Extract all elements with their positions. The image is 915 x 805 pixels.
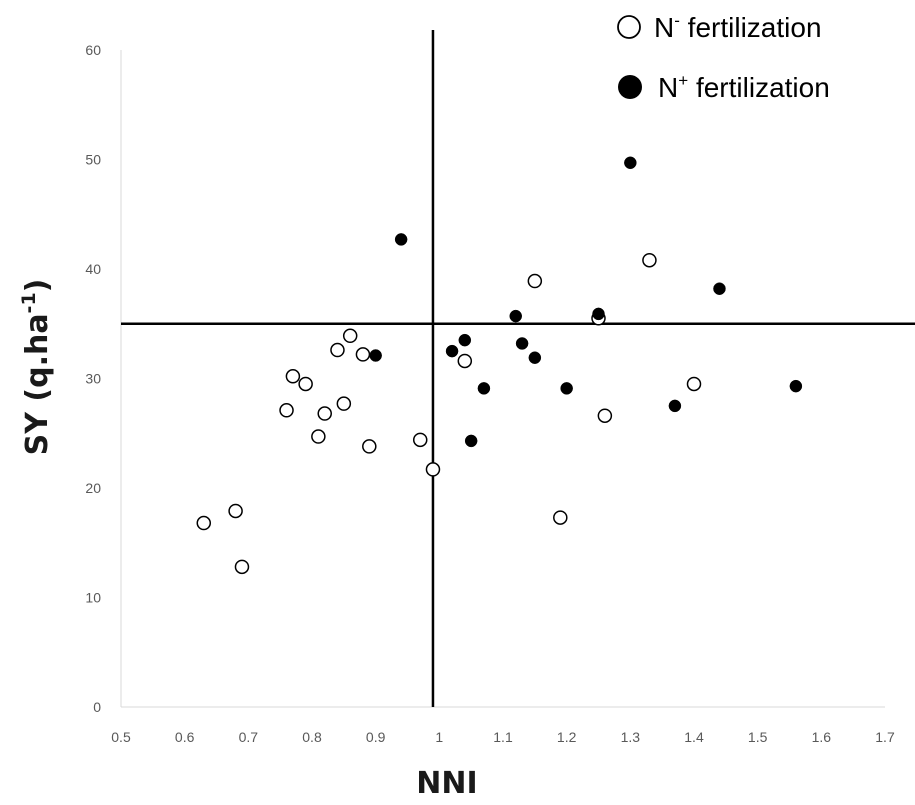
- legend: N- fertilization N+ fertilization: [617, 11, 830, 103]
- data-point-n-plus: [668, 399, 682, 413]
- x-tick-label: 0.8: [302, 729, 322, 745]
- x-tick-label: 1.6: [812, 729, 832, 745]
- data-point-n-minus: [355, 347, 371, 362]
- x-tick-label: 0.5: [111, 729, 131, 745]
- x-tick-label: 1.5: [748, 729, 768, 745]
- y-tick-label: 20: [85, 480, 101, 496]
- y-axis-title-superscript: -1: [18, 292, 40, 313]
- data-points: [196, 156, 803, 575]
- x-axis-title: NNI: [416, 766, 477, 801]
- data-point-n-minus: [553, 510, 568, 525]
- x-tick-label: 1.2: [557, 729, 577, 745]
- data-point-n-minus: [279, 403, 294, 418]
- legend-label-n-minus: N: [654, 12, 674, 43]
- x-tick-label: 1.3: [621, 729, 641, 745]
- x-tick-label: 1: [435, 729, 443, 745]
- x-tick-label: 0.6: [175, 729, 195, 745]
- data-point-n-minus: [234, 559, 250, 575]
- data-point-n-plus: [713, 282, 726, 295]
- legend-item-n-plus: N+ fertilization: [618, 71, 830, 103]
- data-point-n-minus: [412, 432, 428, 448]
- data-point-n-minus: [298, 376, 313, 392]
- data-point-n-minus: [311, 429, 326, 444]
- data-point-n-plus: [515, 337, 529, 350]
- y-tick-label: 40: [85, 261, 101, 277]
- data-point-n-plus: [624, 156, 637, 170]
- legend-marker-filled-circle: [618, 75, 642, 99]
- x-tick-label: 0.9: [366, 729, 386, 745]
- data-point-n-plus: [560, 382, 573, 395]
- reference-lines: [121, 30, 915, 707]
- x-tick-label: 0.7: [239, 729, 259, 745]
- legend-marker-open-circle: [617, 15, 641, 39]
- legend-label-n-plus-tail: fertilization: [688, 72, 830, 103]
- data-point-n-plus: [509, 309, 522, 323]
- data-point-n-minus: [362, 439, 377, 454]
- data-point-n-minus: [425, 462, 441, 477]
- data-point-n-plus: [477, 382, 491, 395]
- y-tick-label: 30: [85, 371, 101, 387]
- legend-item-n-minus: N- fertilization: [617, 11, 822, 43]
- data-point-n-minus: [336, 396, 352, 411]
- data-point-n-minus: [527, 273, 543, 289]
- data-point-n-minus: [330, 342, 345, 358]
- legend-label-n-minus-superscript: -: [674, 11, 680, 30]
- data-point-n-minus: [457, 353, 473, 369]
- data-point-n-plus: [394, 233, 408, 246]
- data-point-n-minus: [228, 503, 243, 519]
- data-point-n-plus: [369, 349, 382, 362]
- svg-text:N+ fertilization: N+ fertilization: [658, 71, 830, 103]
- data-point-n-minus: [196, 515, 212, 531]
- data-point-n-plus: [789, 379, 803, 393]
- y-tick-label: 60: [85, 42, 101, 58]
- data-point-n-minus: [597, 408, 613, 423]
- y-axis-title-tail: ): [20, 279, 55, 293]
- data-point-n-minus: [317, 406, 332, 421]
- legend-label-n-plus-superscript: +: [678, 71, 688, 90]
- y-tick-labels: 0 10 20 30 40 50 60: [85, 42, 101, 715]
- data-point-n-plus: [528, 351, 542, 364]
- y-axis-title-main: SY (q.ha: [20, 313, 55, 455]
- data-point-n-minus: [642, 252, 657, 268]
- data-point-n-minus: [285, 369, 301, 384]
- legend-label-n-minus-tail: fertilization: [680, 12, 822, 43]
- data-point-n-plus: [464, 434, 478, 448]
- y-tick-label: 0: [93, 699, 101, 715]
- data-point-n-minus: [342, 328, 358, 344]
- x-tick-label: 1.1: [493, 729, 513, 745]
- x-tick-label: 1.4: [684, 729, 704, 745]
- data-point-n-plus: [445, 344, 459, 358]
- x-tick-labels: 0.5 0.6 0.7 0.8 0.9 1 1.1 1.2 1.3 1.4 1.5 1.6 1.7: [111, 729, 895, 745]
- y-axis-title: SY (q.ha-1): [18, 279, 55, 456]
- data-point-n-minus: [686, 376, 702, 392]
- y-tick-label: 10: [85, 590, 101, 606]
- legend-label-n-plus: N: [658, 72, 678, 103]
- y-tick-label: 50: [85, 152, 101, 168]
- svg-text:N- fertilization: N- fertilization: [654, 11, 822, 43]
- data-point-n-plus: [592, 307, 605, 321]
- data-point-n-plus: [458, 333, 472, 347]
- x-tick-label: 1.7: [875, 729, 895, 745]
